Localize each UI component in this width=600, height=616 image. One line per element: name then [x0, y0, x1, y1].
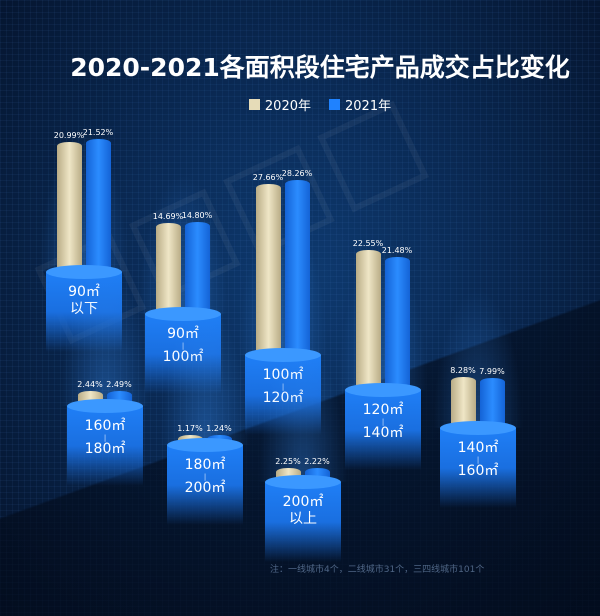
bar-2021-1 — [185, 222, 210, 320]
legend-swatch-2021 — [329, 99, 340, 110]
pedestal-0: 90㎡以下 — [46, 265, 122, 352]
value-label-2020-2: 27.66% — [252, 172, 284, 182]
legend-item-2020: 2020年 — [248, 95, 311, 114]
pedestal-4: 140㎡ | 160㎡ — [440, 421, 516, 508]
category-label-line: 140㎡ — [362, 425, 404, 441]
value-label-2020-5: 2.44% — [77, 379, 103, 389]
pedestal-glow — [60, 266, 150, 406]
footnote: 注：一线城市4个，二线城市31个，三四线城市101个 — [270, 565, 485, 575]
category-label-line: 100㎡ — [245, 367, 321, 384]
legend-swatch-2020 — [248, 99, 260, 110]
value-label-2020-7: 2.25% — [275, 457, 301, 467]
category-label-line: 160㎡ — [457, 463, 499, 479]
pedestal-3: 120㎡ | 140㎡ — [345, 383, 421, 470]
bar-2020-3 — [356, 250, 381, 396]
pedestal-7: 200㎡ 以上 — [265, 475, 341, 562]
bar-2020-2 — [256, 183, 281, 361]
value-label-2021-7: 2.22% — [304, 457, 330, 467]
category-label-4: 140㎡ | 160㎡ — [440, 440, 516, 480]
category-label-line: 160㎡ — [84, 418, 126, 434]
range-separator: | — [145, 343, 221, 350]
bar-2021-3 — [385, 256, 410, 396]
pedestal-glow — [338, 250, 428, 390]
legend-item-2021: 2021年 — [329, 95, 391, 114]
bar-2020-0 — [57, 141, 82, 278]
category-label-line: 140㎡ — [457, 440, 499, 456]
category-label-line: 以上 — [289, 511, 317, 527]
category-label-line: 100㎡ — [145, 349, 221, 366]
range-separator: | — [476, 456, 480, 464]
pedestal-glow — [160, 305, 250, 445]
category-label-line: 120㎡ — [362, 402, 404, 418]
category-label-6: 180㎡ | 200㎡ — [167, 457, 243, 497]
pedestal-2: 100㎡|120㎡ — [245, 348, 321, 435]
pedestal-glow — [433, 288, 523, 428]
category-label-line: 以下 — [46, 301, 122, 318]
value-label-2021-6: 1.24% — [206, 424, 232, 433]
legend-label-2021: 2021年 — [345, 99, 392, 114]
bar-2020-1 — [156, 222, 181, 320]
value-label-2020-4: 8.28% — [450, 365, 476, 375]
value-label-2021-1: 14.80% — [181, 211, 213, 221]
category-label-line: 200㎡ — [184, 480, 226, 496]
category-label-line: 120㎡ — [245, 390, 321, 407]
range-separator: | — [381, 418, 385, 426]
category-label-line: 180㎡ — [84, 441, 126, 457]
chart-title: 2020-2021各面积段住宅产品成交占比变化 — [70, 53, 570, 82]
category-label-line: 90㎡ — [145, 326, 221, 343]
category-label-1: 90㎡|100㎡ — [145, 326, 221, 366]
category-label-line: 180㎡ — [184, 457, 226, 473]
bar-2021-0 — [86, 138, 111, 278]
legend-label-2020: 2020年 — [264, 99, 311, 114]
value-label-2020-0: 20.99% — [53, 130, 85, 140]
pedestal-6: 180㎡ | 200㎡ — [167, 438, 243, 525]
category-label-line: 200㎡ — [282, 494, 324, 510]
value-label-2021-4: 7.99% — [479, 367, 505, 377]
value-label-2020-1: 14.69% — [152, 211, 184, 221]
category-label-3: 120㎡ | 140㎡ — [345, 402, 421, 442]
range-separator: | — [203, 473, 207, 481]
pedestal-1: 90㎡|100㎡ — [145, 307, 221, 394]
category-label-0: 90㎡以下 — [46, 284, 122, 318]
category-label-7: 200㎡ 以上 — [265, 494, 341, 528]
value-label-2020-6: 1.17% — [177, 424, 203, 433]
value-label-2021-3: 21.48% — [381, 245, 413, 255]
pedestal-glow — [258, 342, 348, 482]
category-label-2: 100㎡|120㎡ — [245, 367, 321, 407]
legend: 2020年 2021年 — [0, 95, 600, 114]
value-label-2021-2: 28.26% — [281, 168, 313, 178]
value-label-2020-3: 22.55% — [352, 239, 384, 249]
range-separator: | — [245, 384, 321, 391]
pedestal-glow — [39, 132, 129, 272]
value-label-2021-0: 21.52% — [82, 127, 114, 137]
category-label-line: 90㎡ — [46, 284, 122, 301]
value-label-2021-5: 2.49% — [106, 379, 132, 389]
category-label-5: 160㎡ | 180㎡ — [67, 418, 143, 458]
bar-2021-2 — [285, 179, 310, 361]
pedestal-5: 160㎡ | 180㎡ — [67, 399, 143, 486]
pedestal-glow — [238, 215, 328, 355]
range-separator: | — [103, 434, 107, 442]
pedestal-glow — [138, 174, 228, 314]
